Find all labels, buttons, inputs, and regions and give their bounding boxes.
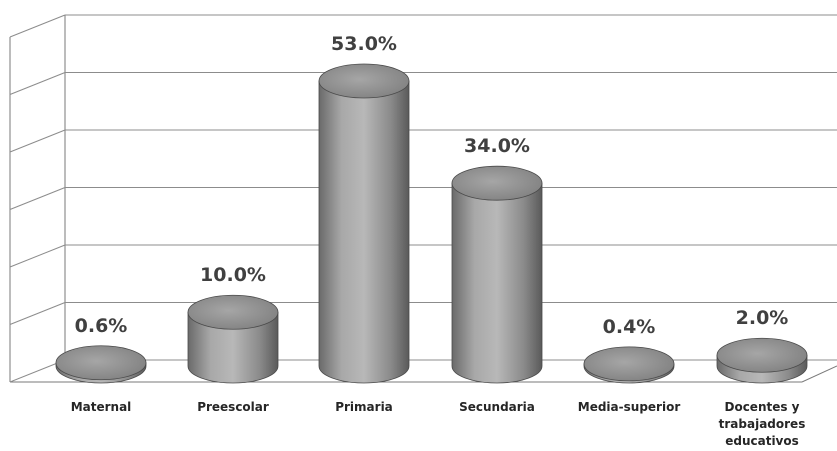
gridline-side (9, 72, 66, 95)
gridline-side (9, 187, 66, 210)
bar-body (187, 311, 279, 384)
gridline-side (9, 14, 66, 38)
gridline-side (9, 244, 66, 268)
value-label: 2.0% (736, 307, 789, 329)
chart-walls (9, 15, 837, 383)
bar-top (451, 165, 543, 201)
value-label: 0.4% (603, 316, 656, 338)
category-label: Docentes y (724, 400, 799, 414)
value-label: 10.0% (200, 264, 266, 286)
category-label: Maternal (71, 400, 132, 414)
bar-series (55, 63, 808, 384)
category-label: trabajadores (719, 417, 806, 431)
bar-4 (583, 346, 675, 384)
value-label: 34.0% (464, 135, 530, 157)
category-label: educativos (725, 434, 799, 448)
value-label: 0.6% (75, 315, 128, 337)
bar-top (55, 345, 147, 381)
value-labels: 0.6% 10.0% 53.0% 34.0% 0.4% 2.0% (75, 33, 789, 338)
category-label: Media-superior (578, 400, 681, 414)
gridline-side (9, 302, 66, 325)
category-labels: Maternal Preescolar Primaria Secundaria Medi… (71, 400, 806, 448)
bar-body (318, 80, 410, 384)
category-label: Secundaria (459, 400, 535, 414)
bar-body (451, 182, 543, 384)
gridline-side (9, 129, 66, 153)
value-label: 53.0% (331, 33, 397, 55)
category-label: Primaria (335, 400, 393, 414)
bar-5 (716, 337, 808, 384)
bar-top (187, 294, 279, 330)
bar-1 (187, 294, 279, 384)
bar-3 (451, 165, 543, 384)
category-label: Preescolar (197, 400, 269, 414)
bar-top (318, 63, 410, 99)
gridlines (9, 14, 837, 383)
bar-2 (318, 63, 410, 384)
floor-right-edge (801, 365, 837, 383)
bar-top (583, 346, 675, 382)
bar-top (716, 337, 808, 373)
bar-0 (55, 345, 147, 384)
